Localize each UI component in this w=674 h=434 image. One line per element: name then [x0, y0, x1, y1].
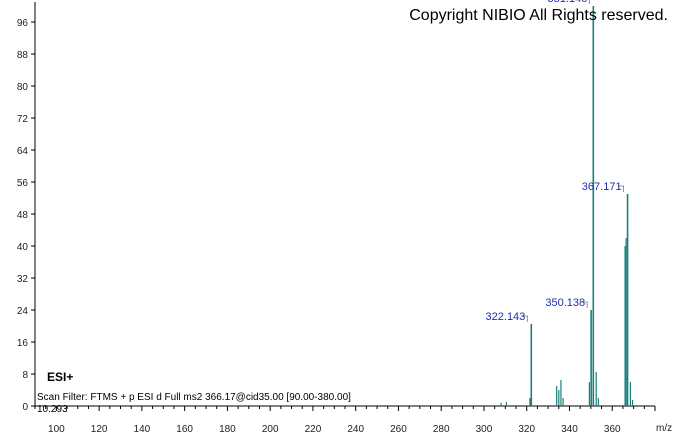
peak-label: 350.138	[545, 297, 585, 309]
peak-label-leader	[581, 301, 588, 308]
base-value-text: 10.293	[37, 404, 68, 415]
peak-label: 367.171	[582, 181, 622, 193]
x-tick-label: 120	[91, 424, 108, 434]
x-tick-label: 340	[561, 424, 578, 434]
ion-mode-label: ESI+	[47, 370, 73, 384]
y-tick-label: 64	[17, 146, 29, 157]
y-tick-label: 40	[17, 242, 29, 253]
y-tick-label: 56	[17, 178, 29, 189]
peak-label-leader	[521, 315, 528, 322]
x-tick-label: 300	[476, 424, 493, 434]
peak-label-leader	[588, 0, 590, 4]
y-tick-label: 0	[22, 402, 28, 413]
x-tick-label: 360	[604, 424, 621, 434]
y-tick-label: 24	[17, 306, 29, 317]
x-tick-label: 280	[433, 424, 450, 434]
x-axis-ticks: 100 120 140 160 180 200 220 240 260 280 300 320 340 3…	[34, 406, 656, 434]
x-tick-label: 100	[48, 424, 65, 434]
y-axis-ticks: 0 8 16 24 32 40 48 56 64 72 80 88 96	[17, 18, 35, 413]
y-tick-label: 96	[17, 18, 29, 29]
minor-peaks	[500, 238, 634, 406]
x-tick-label: 160	[176, 424, 193, 434]
x-tick-label: 140	[134, 424, 151, 434]
x-tick-label: 320	[518, 424, 535, 434]
copyright-notice: Copyright NIBIO All Rights reserved.	[409, 7, 668, 24]
y-tick-label: 16	[17, 338, 29, 349]
scan-filter-text: Scan Filter: FTMS + p ESI d Full ms2 366…	[37, 392, 351, 403]
x-axis-label: m/z	[656, 423, 672, 434]
x-tick-label: 180	[219, 424, 236, 434]
x-tick-label: 200	[262, 424, 279, 434]
labeled-peaks: 322.143 350.138 351.146 367.171	[486, 0, 629, 406]
peak-label: 351.146	[548, 0, 588, 5]
y-tick-label: 72	[17, 114, 29, 125]
peak-label-leader	[617, 185, 624, 192]
x-tick-label: 260	[390, 424, 407, 434]
y-tick-label: 32	[17, 274, 29, 285]
y-tick-label: 8	[22, 370, 28, 381]
y-tick-label: 48	[17, 210, 29, 221]
peak-label: 322.143	[486, 311, 526, 323]
x-tick-label: 220	[305, 424, 322, 434]
x-tick-label: 240	[347, 424, 364, 434]
y-tick-label: 80	[17, 82, 29, 93]
y-tick-label: 88	[17, 50, 29, 61]
